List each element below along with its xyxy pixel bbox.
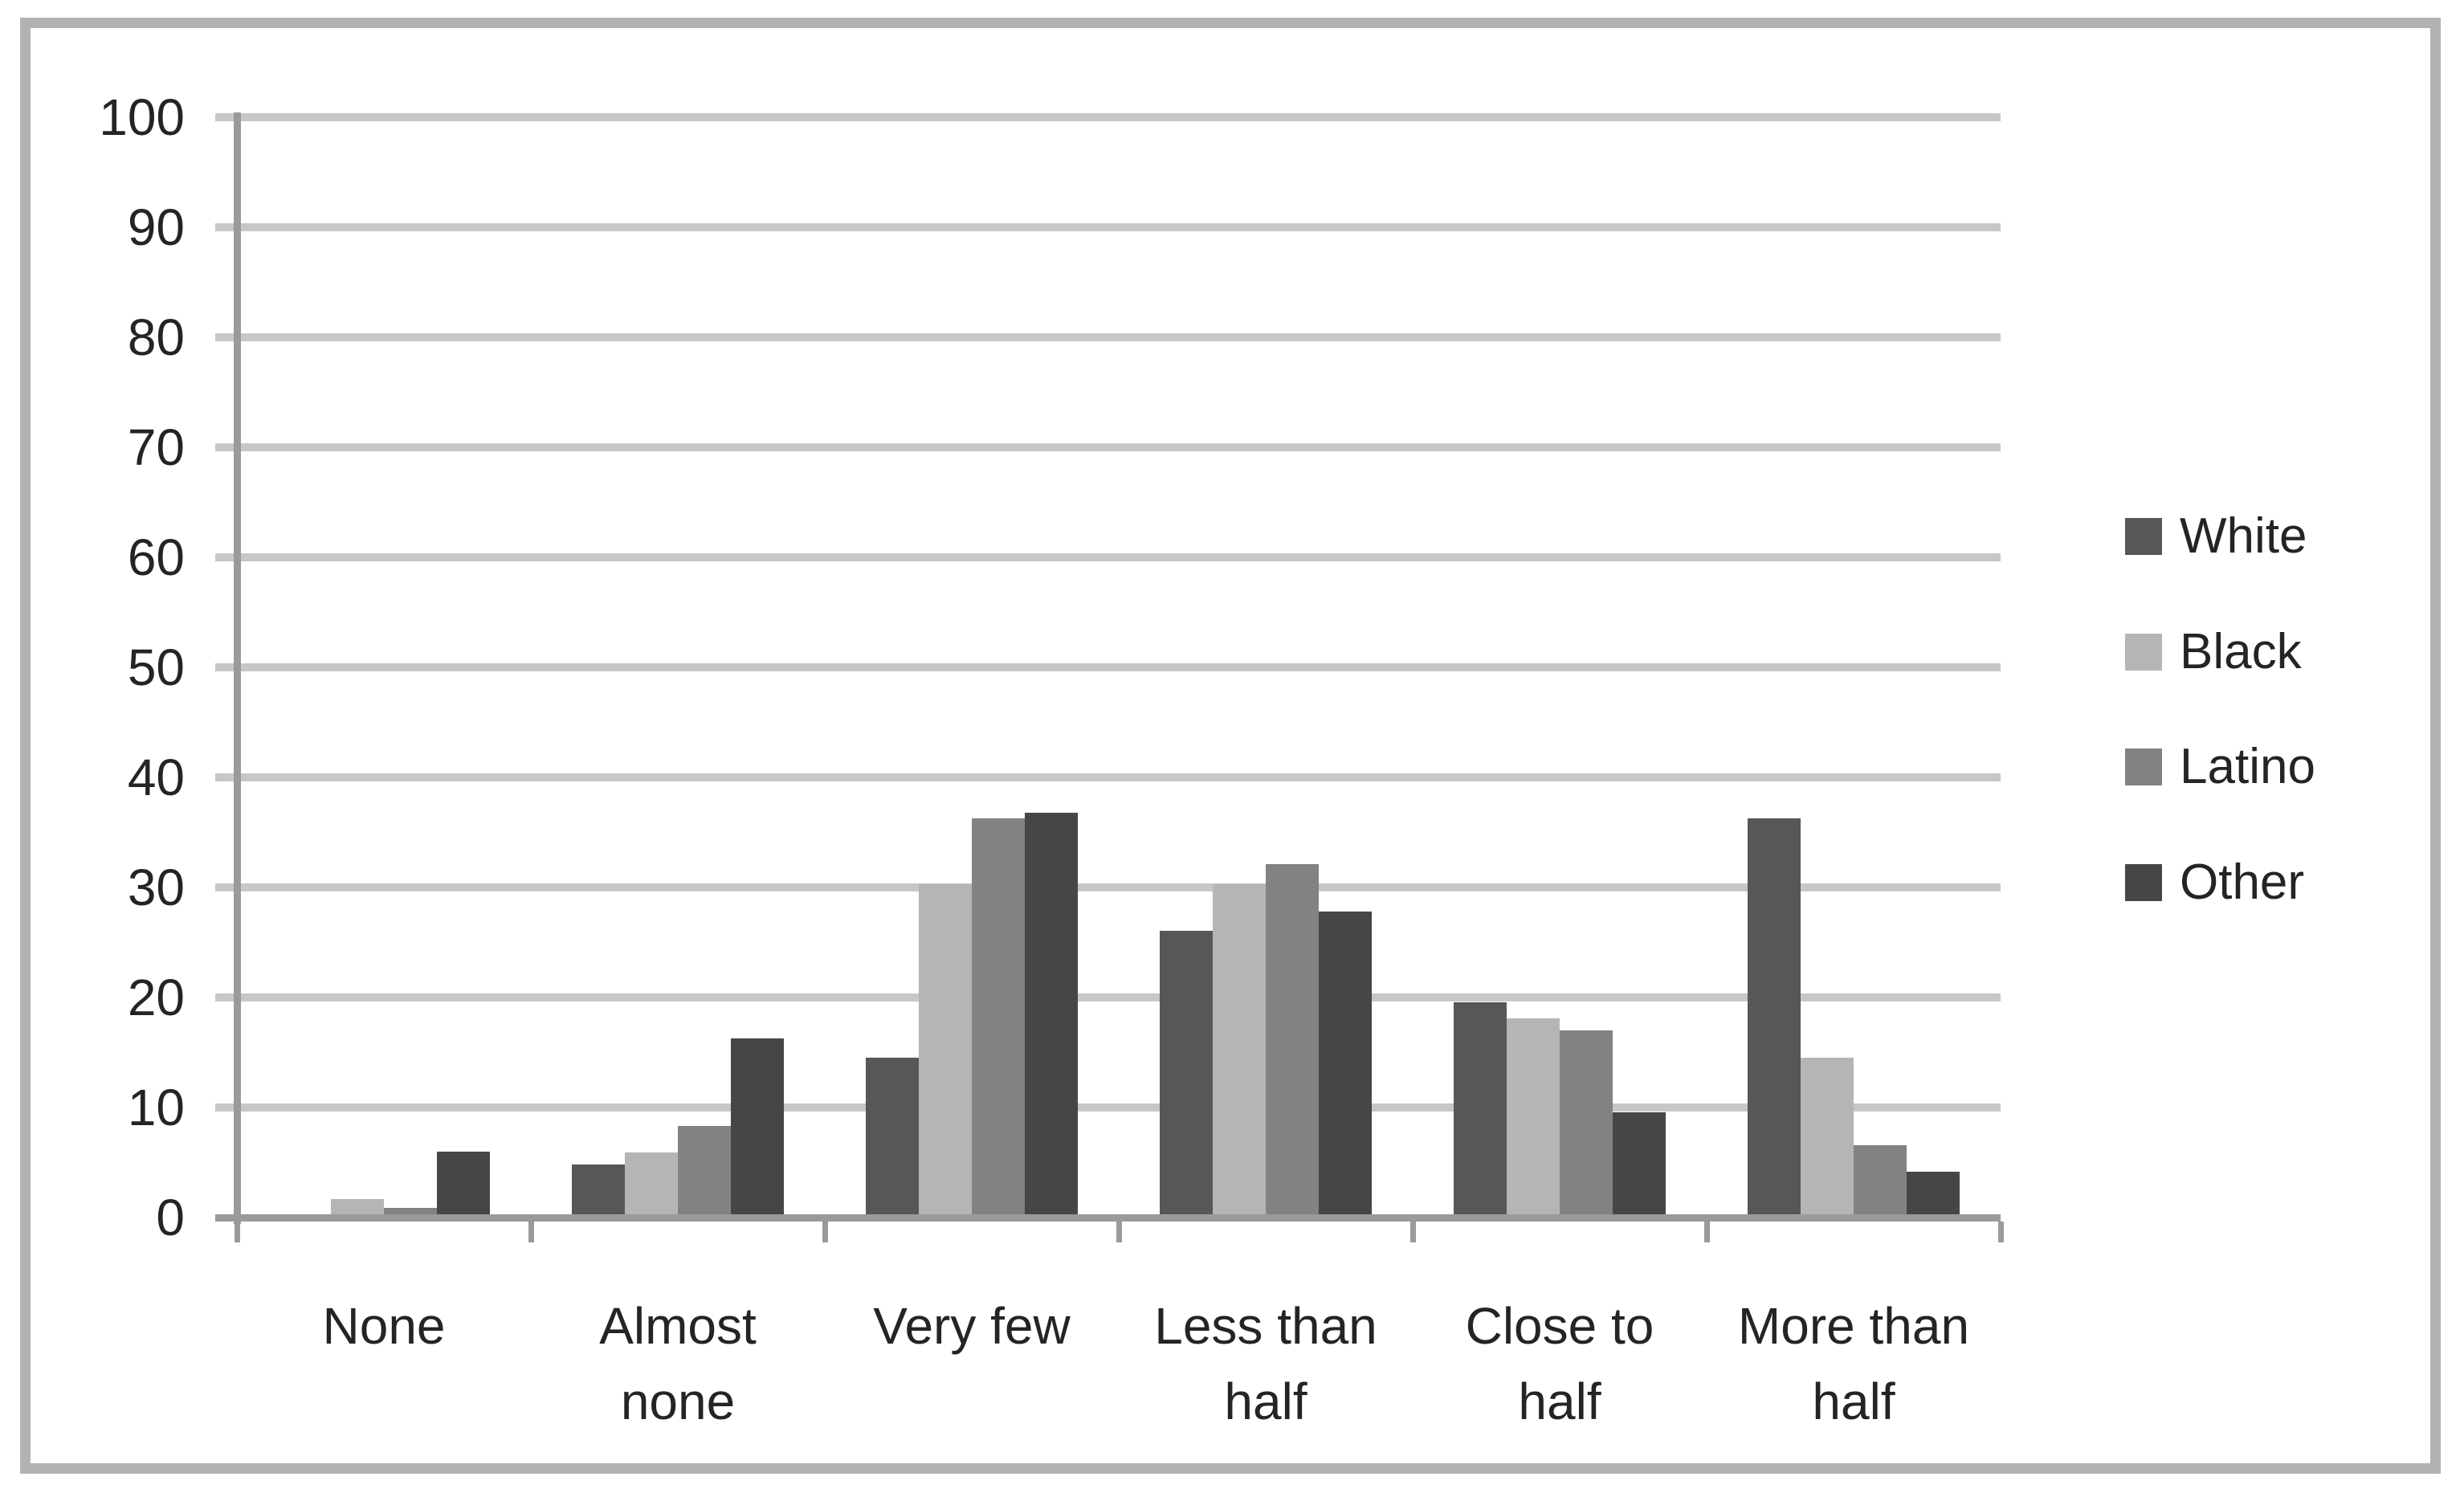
x-axis-tick-1: [528, 1222, 534, 1242]
gridline-10: [215, 1103, 2001, 1111]
bar-other-2: [1025, 813, 1078, 1214]
bar-black-2: [919, 884, 972, 1214]
bar-latino-1: [678, 1126, 731, 1214]
bar-white-3: [1160, 931, 1213, 1214]
x-axis-label-less-than-half: Less than half: [1154, 1297, 1377, 1430]
x-axis-tick-0: [235, 1222, 240, 1242]
y-axis-label-20: 20: [127, 969, 185, 1026]
bar-latino-0: [384, 1208, 437, 1214]
bar-latino-3: [1266, 864, 1319, 1214]
y-axis-label-90: 90: [127, 198, 185, 256]
legend-item-white: White: [2125, 508, 2307, 565]
gridline-30: [215, 883, 2001, 891]
gridline-70: [215, 443, 2001, 451]
y-axis-label-50: 50: [127, 638, 185, 696]
legend-item-black: Black: [2125, 623, 2302, 681]
bar-latino-5: [1854, 1145, 1907, 1214]
bar-white-5: [1748, 818, 1801, 1214]
bar-white-1: [572, 1164, 625, 1214]
bar-black-3: [1213, 884, 1266, 1214]
y-axis-line: [234, 112, 241, 1224]
legend-label-latino: Latino: [2180, 739, 2315, 794]
bar-other-4: [1613, 1112, 1666, 1214]
bar-latino-4: [1560, 1030, 1613, 1214]
gridline-40: [215, 773, 2001, 781]
gridline-80: [215, 333, 2001, 341]
x-axis-label-none: None: [322, 1297, 446, 1355]
gridline-100: [215, 113, 2001, 121]
gridline-50: [215, 663, 2001, 671]
bar-other-5: [1907, 1172, 1960, 1214]
bar-white-4: [1454, 1002, 1507, 1214]
y-axis-label-0: 0: [156, 1189, 185, 1246]
x-axis-tick-4: [1410, 1222, 1416, 1242]
bar-other-1: [731, 1038, 784, 1214]
bar-black-4: [1507, 1018, 1560, 1214]
legend-item-latino: Latino: [2125, 738, 2315, 796]
bar-white-2: [866, 1058, 919, 1214]
gridline-60: [215, 553, 2001, 561]
legend-swatch-latino-icon: [2125, 748, 2162, 785]
x-axis-tick-3: [1116, 1222, 1122, 1242]
bar-black-0: [331, 1199, 384, 1214]
x-axis-label-almost-none: Almost none: [599, 1297, 757, 1430]
legend-label-other: Other: [2180, 854, 2305, 910]
y-axis-label-40: 40: [127, 748, 185, 806]
x-axis-label-close-to-half: Close to half: [1465, 1297, 1654, 1430]
gridline-20: [215, 993, 2001, 1001]
y-axis-label-100: 100: [99, 88, 185, 146]
x-axis-tick-2: [822, 1222, 828, 1242]
legend-swatch-white-icon: [2125, 518, 2162, 555]
bar-black-5: [1801, 1058, 1854, 1214]
x-axis-tick-6: [1998, 1222, 2004, 1242]
bar-other-3: [1319, 912, 1372, 1214]
x-axis-label-more-than-half: More than half: [1737, 1297, 1970, 1430]
legend-swatch-other-icon: [2125, 863, 2162, 901]
y-axis-label-80: 80: [127, 308, 185, 366]
x-axis-line: [215, 1214, 2001, 1222]
x-axis-tick-5: [1704, 1222, 1710, 1242]
bar-other-0: [437, 1152, 490, 1214]
gridline-90: [215, 223, 2001, 231]
legend-label-white: White: [2180, 508, 2307, 564]
y-axis-label-70: 70: [127, 418, 185, 476]
y-axis-label-60: 60: [127, 528, 185, 586]
legend-item-other: Other: [2125, 854, 2304, 912]
y-axis-label-30: 30: [127, 859, 185, 916]
legend-swatch-black-icon: [2125, 633, 2162, 671]
x-axis-label-very-few: Very few: [873, 1297, 1071, 1355]
bar-latino-2: [972, 818, 1025, 1214]
figure-frame: [20, 18, 2441, 1474]
bar-black-1: [625, 1152, 678, 1214]
y-axis-label-10: 10: [127, 1079, 185, 1136]
legend-label-black: Black: [2180, 623, 2302, 679]
